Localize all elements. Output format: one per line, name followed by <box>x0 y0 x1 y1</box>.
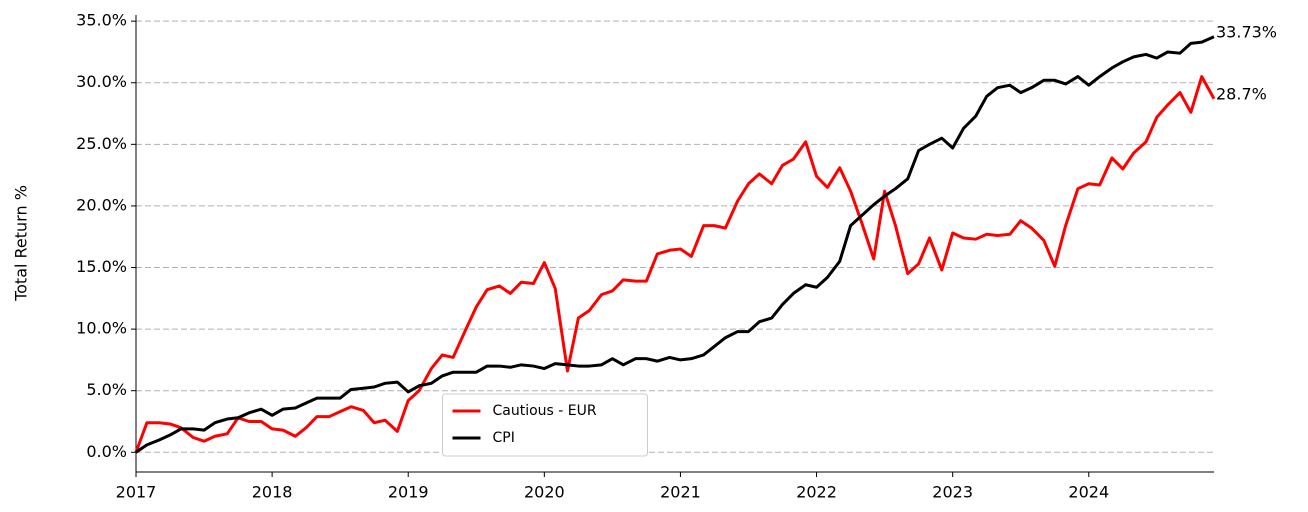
x-tick-label: 2022 <box>796 483 837 502</box>
legend-label: Cautious - EUR <box>493 403 597 419</box>
y-tick-label: 30.0% <box>76 72 127 91</box>
y-tick-label: 20.0% <box>76 195 127 214</box>
line <box>134 75 1216 453</box>
y-tick-label: 5.0% <box>86 380 127 399</box>
y-axis-label: Total Return % <box>12 185 31 302</box>
x-tick-label: 2023 <box>932 483 973 502</box>
y-tick-label: 0.0% <box>86 442 127 461</box>
x-tick-label: 2017 <box>116 483 157 502</box>
y-tick-label: 10.0% <box>76 319 127 338</box>
x-tick-label: 2019 <box>388 483 429 502</box>
line <box>135 35 1215 454</box>
legend: Cautious - EUR CPI <box>442 393 648 457</box>
end-label: 33.73% <box>1216 22 1277 41</box>
y-tick-label: 15.0% <box>76 257 127 276</box>
y-tick-label: 35.0% <box>76 11 127 30</box>
x-tick-label: 2024 <box>1068 483 1109 502</box>
x-tick-label: 2020 <box>524 483 565 502</box>
x-tick-label: 2018 <box>252 483 293 502</box>
legend-box <box>442 393 648 457</box>
x-tick-label: 2021 <box>660 483 701 502</box>
end-label: 28.7% <box>1216 84 1267 103</box>
legend-label: CPI <box>493 430 515 446</box>
y-tick-label: 25.0% <box>76 134 127 153</box>
